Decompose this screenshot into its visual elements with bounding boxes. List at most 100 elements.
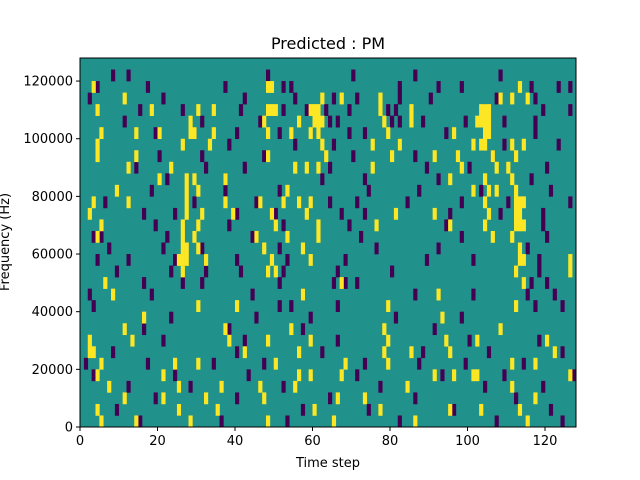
heatmap-cell-low: [161, 242, 166, 255]
heatmap-cell-low: [153, 219, 158, 232]
heatmap-cell-low: [235, 207, 240, 220]
heatmap-cell-low: [258, 115, 263, 128]
heatmap-cell-low: [273, 207, 278, 220]
heatmap-cell-low: [238, 104, 244, 116]
heatmap-cell-high: [382, 323, 387, 336]
heatmap-cell-high: [409, 346, 414, 359]
heatmap-cell-high: [521, 254, 526, 266]
heatmap-cell-high: [266, 104, 271, 116]
heatmap-cell-low: [339, 207, 344, 220]
heatmap-cell-low: [83, 357, 89, 370]
heatmap-cell-low: [157, 150, 162, 163]
heatmap-cell-low: [250, 230, 255, 243]
heatmap-cell-high: [486, 184, 492, 197]
heatmap-cell-high: [95, 150, 100, 163]
heatmap-cell-high: [448, 219, 453, 232]
heatmap-cell-low: [362, 207, 368, 220]
heatmap-cell-low: [235, 254, 240, 266]
heatmap-cell-low: [533, 115, 538, 128]
heatmap-cell-high: [316, 219, 321, 232]
heatmap-cell-low: [413, 69, 418, 82]
y-tick-label: 60000: [32, 248, 73, 263]
heatmap-cell-high: [180, 219, 185, 232]
heatmap-cell-low: [436, 242, 441, 255]
heatmap-cell-low: [91, 230, 96, 243]
heatmap-cell-high: [479, 104, 484, 116]
heatmap-cell-high: [293, 161, 298, 174]
heatmap-cell-high: [262, 115, 267, 128]
heatmap-cell-high: [99, 415, 104, 428]
heatmap-cell-high: [157, 173, 162, 186]
heatmap-cell-low: [397, 415, 402, 428]
heatmap-cell-high: [266, 265, 271, 278]
heatmap-cell-low: [87, 92, 92, 105]
heatmap-cell-low: [242, 92, 247, 105]
heatmap-cell-high: [517, 207, 523, 220]
heatmap-cell-low: [428, 92, 433, 105]
x-tick-label: 20: [149, 434, 166, 449]
heatmap-cell-high: [200, 207, 205, 220]
heatmap-cell-high: [262, 392, 267, 405]
heatmap-cell-high: [297, 115, 302, 128]
heatmap-cell-low: [126, 380, 131, 393]
heatmap-cell-high: [510, 357, 515, 370]
heatmap-cell-high: [483, 173, 488, 186]
heatmap-cell-high: [126, 196, 131, 209]
heatmap-cell-high: [196, 242, 201, 255]
heatmap-cell-high: [297, 346, 302, 359]
heatmap-cell-high: [95, 369, 100, 382]
heatmap-cell-low: [413, 150, 418, 163]
heatmap-cell-low: [285, 415, 290, 428]
heatmap-cell-high: [95, 403, 100, 416]
heatmap-cell-low: [281, 219, 286, 232]
heatmap-cell-high: [444, 334, 449, 347]
heatmap-cell-high: [413, 415, 418, 428]
heatmap-cell-high: [95, 138, 100, 151]
heatmap-cell-low: [122, 115, 127, 128]
heatmap-cell-high: [91, 346, 96, 359]
heatmap-cell-high: [486, 104, 492, 116]
heatmap-cell-low: [568, 104, 573, 116]
heatmap-cell-low: [242, 334, 247, 347]
heatmap-cell-low: [459, 311, 464, 324]
heatmap-cell-high: [409, 104, 414, 116]
heatmap-cell-low: [277, 277, 282, 289]
y-axis: 0 20000 40000 60000 80000 100000 120000: [23, 75, 80, 436]
heatmap-cell-low: [285, 254, 290, 266]
heatmap-cell-low: [219, 415, 224, 428]
heatmap-cell-high: [289, 323, 294, 336]
heatmap-cell-high: [285, 230, 290, 243]
heatmap-cell-low: [479, 184, 484, 197]
x-tick-label: 40: [227, 434, 244, 449]
heatmap-cell-high: [266, 415, 271, 428]
heatmap-cell-high: [514, 219, 519, 232]
heatmap-cell-high: [521, 219, 526, 232]
heatmap-cell-high: [517, 81, 523, 93]
y-tick-label: 0: [65, 421, 73, 436]
heatmap-cell-high: [188, 127, 193, 140]
heatmap-cell-low: [529, 81, 534, 93]
heatmap-cell-low: [308, 311, 313, 324]
heatmap-cell-low: [343, 254, 348, 266]
heatmap-cell-high: [91, 81, 96, 93]
heatmap-cell-low: [335, 265, 340, 278]
heatmap-cell-low: [545, 161, 550, 174]
heatmap-cell-low: [149, 288, 154, 301]
heatmap-cell-high: [393, 207, 399, 220]
heatmap-cell-low: [149, 184, 154, 197]
heatmap-cell-high: [455, 150, 461, 163]
heatmap-cell-high: [196, 357, 201, 370]
heatmap-cell-high: [87, 346, 92, 359]
heatmap-cell-low: [413, 392, 418, 405]
heatmap-cell-low: [548, 184, 554, 197]
heatmap-cell-high: [289, 127, 294, 140]
heatmap-cell-low: [200, 115, 205, 128]
heatmap-cell-low: [145, 81, 151, 93]
heatmap-cell-low: [390, 265, 395, 278]
heatmap-cell-low: [533, 127, 538, 140]
heatmap-cell-high: [483, 115, 488, 128]
heatmap-cell-high: [506, 161, 511, 174]
heatmap-cell-high: [374, 219, 379, 232]
heatmap-cell-low: [393, 311, 399, 324]
heatmap-cell-low: [498, 69, 503, 82]
